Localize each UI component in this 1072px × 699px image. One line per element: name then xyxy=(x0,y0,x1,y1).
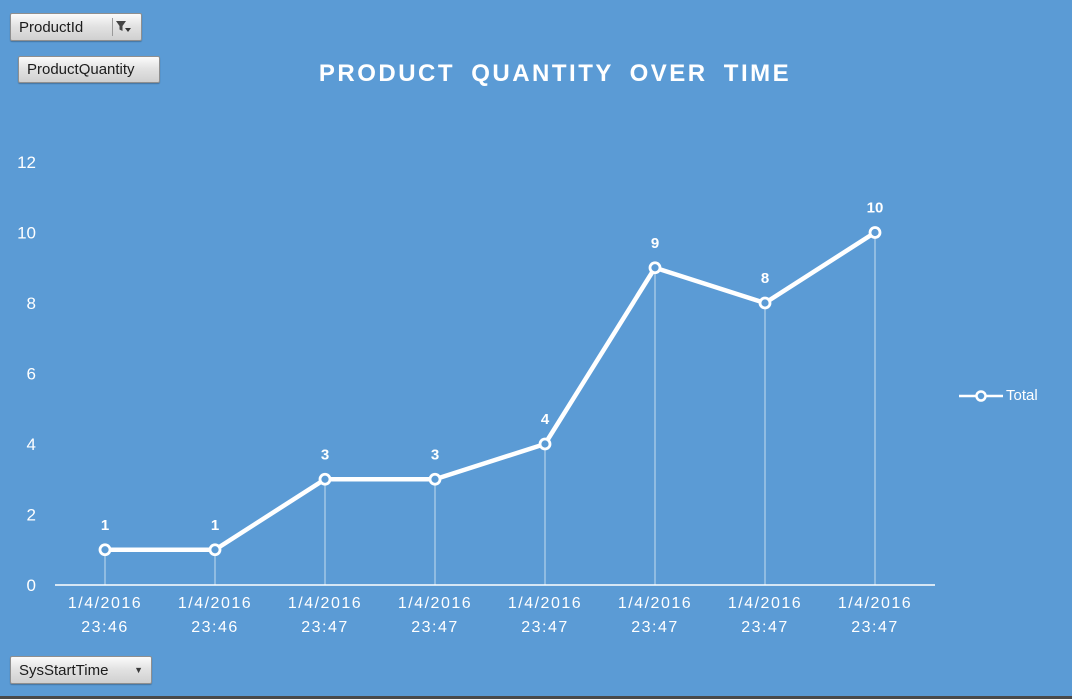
x-axis-label: 1/4/2016 23:47 xyxy=(618,595,692,636)
x-axis-label: 1/4/2016 23:46 xyxy=(178,595,252,636)
data-point[interactable] xyxy=(868,226,882,239)
y-axis-label: 0 xyxy=(27,576,36,595)
data-label: 10 xyxy=(867,200,884,217)
y-axis-label: 6 xyxy=(27,365,36,384)
data-point[interactable] xyxy=(538,437,552,451)
button-separator xyxy=(112,18,113,36)
legend-label: Total xyxy=(1006,387,1038,404)
x-axis-label: 1/4/2016 23:46 xyxy=(68,595,142,636)
data-point[interactable] xyxy=(758,296,772,310)
data-label: 3 xyxy=(321,446,329,463)
data-point[interactable] xyxy=(98,543,112,557)
legend-line-marker-icon xyxy=(959,389,1003,402)
sys-start-time-button[interactable]: SysStartTime ▼ xyxy=(10,656,152,684)
data-point[interactable] xyxy=(208,543,222,557)
y-axis-label: 4 xyxy=(27,435,36,454)
data-point[interactable] xyxy=(648,261,662,275)
data-point[interactable] xyxy=(318,472,332,486)
product-id-filter-button[interactable]: ProductId xyxy=(10,13,142,41)
product-quantity-label: ProductQuantity xyxy=(27,61,135,78)
y-axis-label: 2 xyxy=(27,506,36,525)
x-axis-label: 1/4/2016 23:47 xyxy=(288,595,362,636)
data-label: 8 xyxy=(761,270,769,287)
data-point[interactable] xyxy=(428,472,442,486)
y-axis-label: 8 xyxy=(27,294,36,313)
sys-start-time-label: SysStartTime xyxy=(19,661,109,679)
legend[interactable]: Total xyxy=(958,387,1038,404)
x-axis-label: 1/4/2016 23:47 xyxy=(508,595,582,636)
data-label: 1 xyxy=(211,517,219,534)
data-label: 3 xyxy=(431,446,439,463)
product-id-label: ProductId xyxy=(19,18,84,36)
dropdown-caret-icon: ▼ xyxy=(134,665,143,675)
data-label: 1 xyxy=(101,517,109,534)
y-axis-label: 12 xyxy=(17,153,36,172)
x-axis-label: 1/4/2016 23:47 xyxy=(728,595,802,636)
data-label: 9 xyxy=(651,235,659,252)
x-axis-label: 1/4/2016 23:47 xyxy=(398,595,472,636)
chart-title: PRODUCT QUANTITY OVER TIME xyxy=(318,60,792,87)
product-quantity-button[interactable]: ProductQuantity xyxy=(18,56,160,83)
x-axis-label: 1/4/2016 23:47 xyxy=(838,595,912,636)
line-chart[interactable]: 0 2 4 6 8 10 12 1 1 3 3 4 9 8 10 1/4/2016 23:46 1/4/2016 2… xyxy=(0,130,945,660)
series-line[interactable] xyxy=(102,230,878,552)
filter-dropdown-icon xyxy=(106,18,133,36)
y-axis-label: 10 xyxy=(17,224,36,243)
data-label: 4 xyxy=(541,411,550,428)
